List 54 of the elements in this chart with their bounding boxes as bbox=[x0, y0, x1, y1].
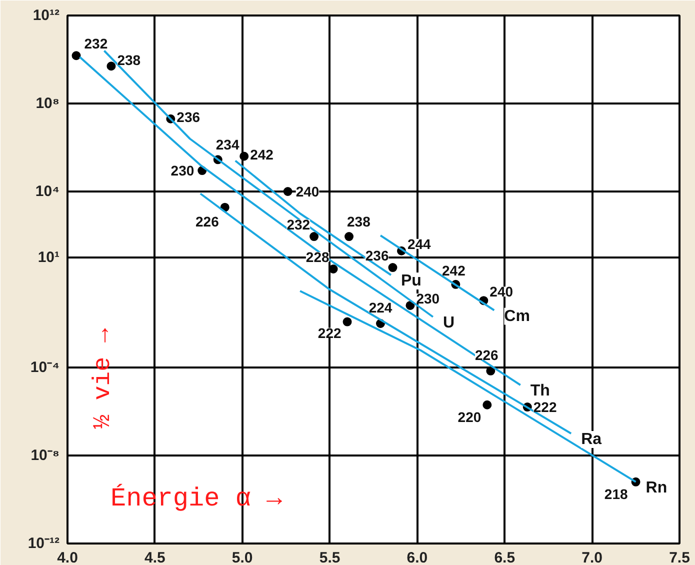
y-tick-label: 10¹ bbox=[38, 249, 60, 266]
annotation: 228 bbox=[306, 249, 330, 266]
point bbox=[240, 152, 249, 161]
x-tick-label: 6.5 bbox=[494, 550, 516, 565]
annotation: 236 bbox=[365, 248, 389, 264]
x-tick-label: 5.0 bbox=[232, 550, 253, 565]
point bbox=[106, 62, 116, 71]
x-tick-label: 7.5 bbox=[669, 550, 690, 565]
y-tick-label: 10⁻⁸ bbox=[30, 447, 60, 464]
point bbox=[342, 317, 352, 326]
annotation: 238 bbox=[347, 214, 371, 230]
annotation: 222 bbox=[318, 324, 342, 341]
point bbox=[72, 51, 81, 60]
y-tick-label: 10⁴ bbox=[35, 183, 60, 200]
annotation: 240 bbox=[296, 184, 320, 200]
y-tick-label: 10¹² bbox=[32, 7, 60, 24]
point bbox=[283, 187, 292, 196]
annotation: 222 bbox=[533, 399, 557, 416]
y-tick-label: 10⁻¹² bbox=[28, 535, 60, 552]
annotation: 230 bbox=[416, 290, 440, 306]
y-tick-label: 10⁻⁴ bbox=[30, 359, 60, 376]
x-tick-label: 7.0 bbox=[582, 550, 603, 565]
series-label: Ra bbox=[581, 431, 602, 448]
series-label: U bbox=[442, 314, 455, 332]
annotation: 240 bbox=[490, 284, 514, 300]
series-label: Th bbox=[530, 382, 550, 400]
point bbox=[482, 400, 492, 410]
annotation: 236 bbox=[176, 108, 200, 125]
annotation: 244 bbox=[407, 236, 432, 252]
point bbox=[388, 263, 398, 272]
point bbox=[310, 232, 319, 241]
annotation: 242 bbox=[250, 146, 274, 162]
x-tick-label: 4.5 bbox=[144, 550, 166, 565]
series-label: Cm bbox=[504, 308, 530, 325]
y-axis-title: ½ vie → bbox=[90, 327, 117, 429]
x-tick-label: 6.0 bbox=[406, 550, 428, 565]
annotation: 242 bbox=[442, 262, 466, 278]
annotation: 226 bbox=[474, 346, 499, 363]
point bbox=[344, 232, 354, 241]
annotation: 220 bbox=[458, 408, 482, 425]
x-tick-label: 5.5 bbox=[319, 550, 340, 565]
point bbox=[406, 300, 415, 310]
annotation: 232 bbox=[84, 36, 108, 52]
y-tick-label: 10⁸ bbox=[36, 95, 60, 112]
annotation: 238 bbox=[117, 52, 141, 68]
annotation: 234 bbox=[216, 136, 240, 153]
x-tick-label: 4.0 bbox=[57, 550, 78, 565]
annotation: 226 bbox=[196, 213, 220, 230]
annotation: 224 bbox=[368, 300, 392, 316]
series-label: Rn bbox=[646, 479, 668, 496]
annotation: 230 bbox=[170, 162, 194, 179]
series-label: Pu bbox=[400, 272, 422, 290]
annotation: 232 bbox=[286, 216, 310, 233]
annotation: 218 bbox=[604, 486, 628, 502]
